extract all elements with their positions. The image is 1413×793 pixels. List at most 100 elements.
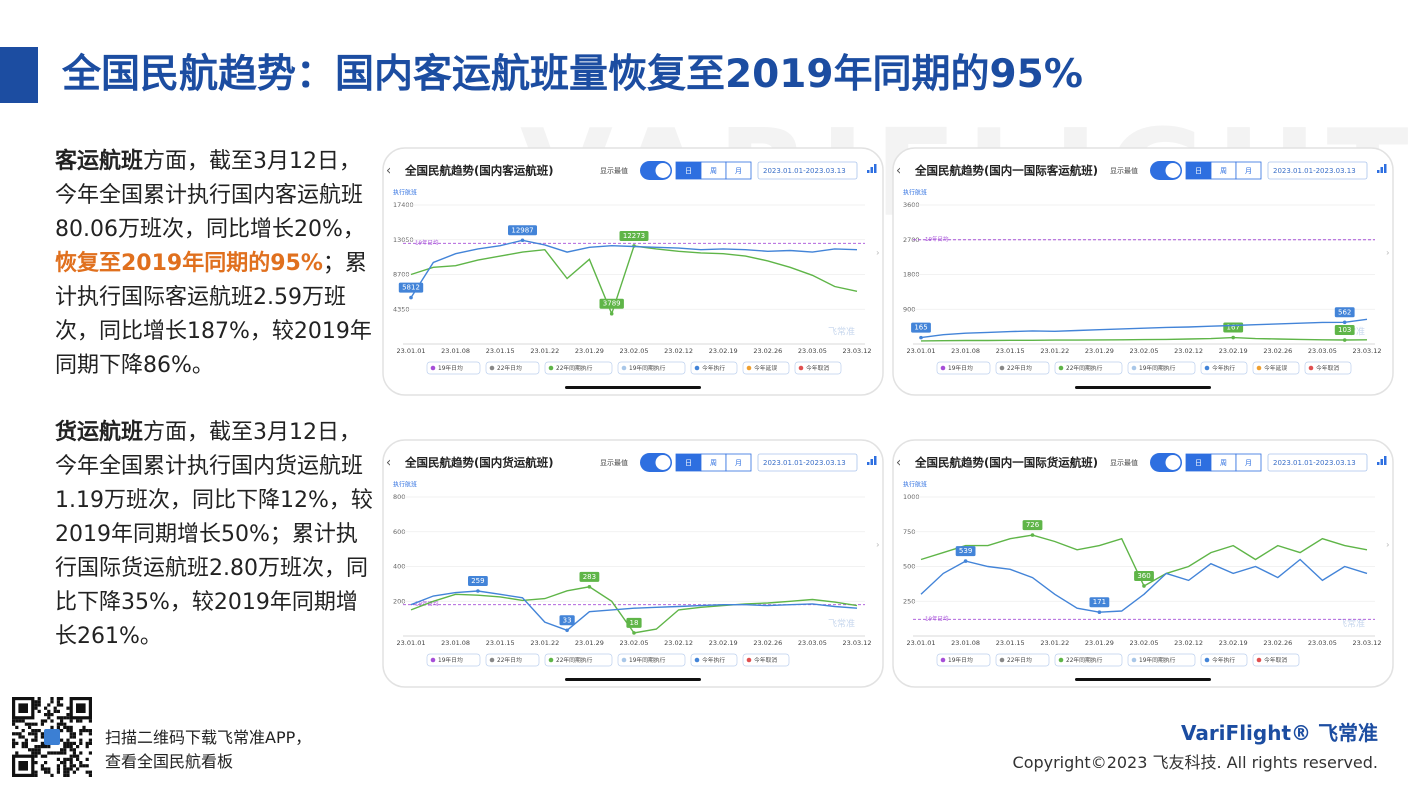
legend-label: 今年延误	[754, 364, 777, 372]
reference-label: 19年日均	[925, 614, 949, 622]
legend-item[interactable]	[485, 361, 540, 375]
qr-cell	[21, 719, 25, 723]
chart-icon	[1377, 462, 1380, 465]
qr-cell	[76, 754, 80, 758]
series-line	[410, 239, 858, 298]
qr-cell	[34, 754, 38, 758]
home-indicator	[565, 678, 701, 681]
x-tick-label: 23.02.26	[1263, 347, 1292, 355]
legend-item[interactable]	[1054, 653, 1123, 667]
legend-item[interactable]	[617, 361, 686, 375]
qr-cell	[44, 761, 48, 765]
qr-cell	[79, 738, 83, 742]
legend-item[interactable]	[544, 653, 613, 667]
qr-cell	[79, 761, 83, 765]
date-box[interactable]	[757, 161, 858, 180]
qr-cell	[63, 716, 67, 720]
qr-cell	[66, 741, 70, 745]
legend-item[interactable]	[995, 653, 1050, 667]
legend-item[interactable]	[1304, 361, 1352, 375]
value-label: 259	[471, 577, 484, 585]
legend-label: 22年同期执行	[556, 656, 593, 664]
legend-item[interactable]	[936, 653, 991, 667]
legend-swatch	[1204, 365, 1210, 371]
legend-swatch	[999, 365, 1005, 371]
legend-item[interactable]	[426, 653, 481, 667]
x-tick-label: 23.01.08	[441, 347, 470, 355]
qr-cell	[53, 751, 57, 755]
legend-swatch	[1131, 365, 1137, 371]
legend-swatch	[430, 657, 436, 663]
qr-cell	[88, 770, 92, 774]
qr-cell	[37, 729, 41, 733]
side-arrow: ›	[876, 541, 880, 551]
legend-item[interactable]	[1252, 653, 1300, 667]
qr-cell	[85, 741, 89, 745]
legend-item[interactable]	[690, 653, 738, 667]
qr-cell	[12, 732, 16, 736]
value-label-box	[1022, 520, 1043, 531]
qr-cell	[88, 738, 92, 742]
legend-item[interactable]	[794, 361, 842, 375]
period-button[interactable]	[725, 453, 752, 472]
x-tick-label: 23.01.15	[486, 347, 515, 355]
qr-cell	[88, 719, 92, 723]
legend-swatch	[694, 657, 700, 663]
point	[520, 238, 525, 243]
x-tick-label: 23.02.12	[1174, 639, 1203, 647]
legend-label: 19年日均	[948, 656, 973, 664]
y-axis-label: 执行航班	[903, 189, 927, 197]
side-arrow: ›	[1386, 541, 1390, 551]
period-button[interactable]	[1235, 161, 1262, 180]
value-label: 283	[583, 573, 596, 581]
legend-item[interactable]	[1200, 361, 1248, 375]
legend-item[interactable]	[617, 653, 686, 667]
card-bg	[382, 147, 884, 396]
legend-swatch	[430, 365, 436, 371]
qr-cell	[47, 770, 51, 774]
x-tick-label: 23.02.12	[664, 347, 693, 355]
x-tick-label: 23.02.26	[1263, 639, 1292, 647]
legend-item[interactable]	[995, 361, 1050, 375]
legend-item[interactable]	[742, 361, 790, 375]
qr-cell	[63, 722, 67, 726]
period-label: 月	[1245, 459, 1252, 467]
period-button[interactable]	[1235, 453, 1262, 472]
y-tick-label: 900	[903, 305, 915, 313]
chart-icon	[870, 459, 873, 465]
qr-cell	[12, 738, 16, 742]
date-box[interactable]	[757, 453, 858, 472]
title-bar	[0, 47, 38, 103]
legend-item[interactable]	[544, 361, 613, 375]
legend-label: 今年执行	[702, 656, 725, 664]
legend-item[interactable]	[426, 361, 481, 375]
card-bg	[892, 147, 1394, 396]
value-label-box	[619, 230, 649, 241]
legend-item[interactable]	[1127, 361, 1196, 375]
legend-item[interactable]	[936, 361, 991, 375]
qr-cell	[50, 700, 54, 704]
qr-cell	[47, 703, 51, 707]
point	[1097, 610, 1102, 615]
qr-cell	[72, 751, 76, 755]
date-box[interactable]	[1267, 161, 1368, 180]
legend-item[interactable]	[1127, 653, 1196, 667]
legend-item[interactable]	[742, 653, 790, 667]
legend-item[interactable]	[1200, 653, 1248, 667]
qr-cell	[34, 700, 38, 704]
x-tick-label: 23.01.29	[575, 639, 604, 647]
legend-item[interactable]	[690, 361, 738, 375]
y-tick-label: 250	[903, 597, 915, 605]
legend-swatch	[489, 365, 495, 371]
legend-item[interactable]	[1054, 361, 1123, 375]
legend-item[interactable]	[1252, 361, 1300, 375]
qr-cell	[82, 764, 86, 768]
qr-cell	[76, 757, 80, 761]
qr-cell	[69, 732, 73, 736]
reference-label: 19年日均	[925, 235, 949, 243]
toggle-label: 显示最值	[1110, 166, 1138, 175]
period-label: 日	[1195, 459, 1202, 467]
period-button[interactable]	[725, 161, 752, 180]
date-box[interactable]	[1267, 453, 1368, 472]
legend-item[interactable]	[485, 653, 540, 667]
